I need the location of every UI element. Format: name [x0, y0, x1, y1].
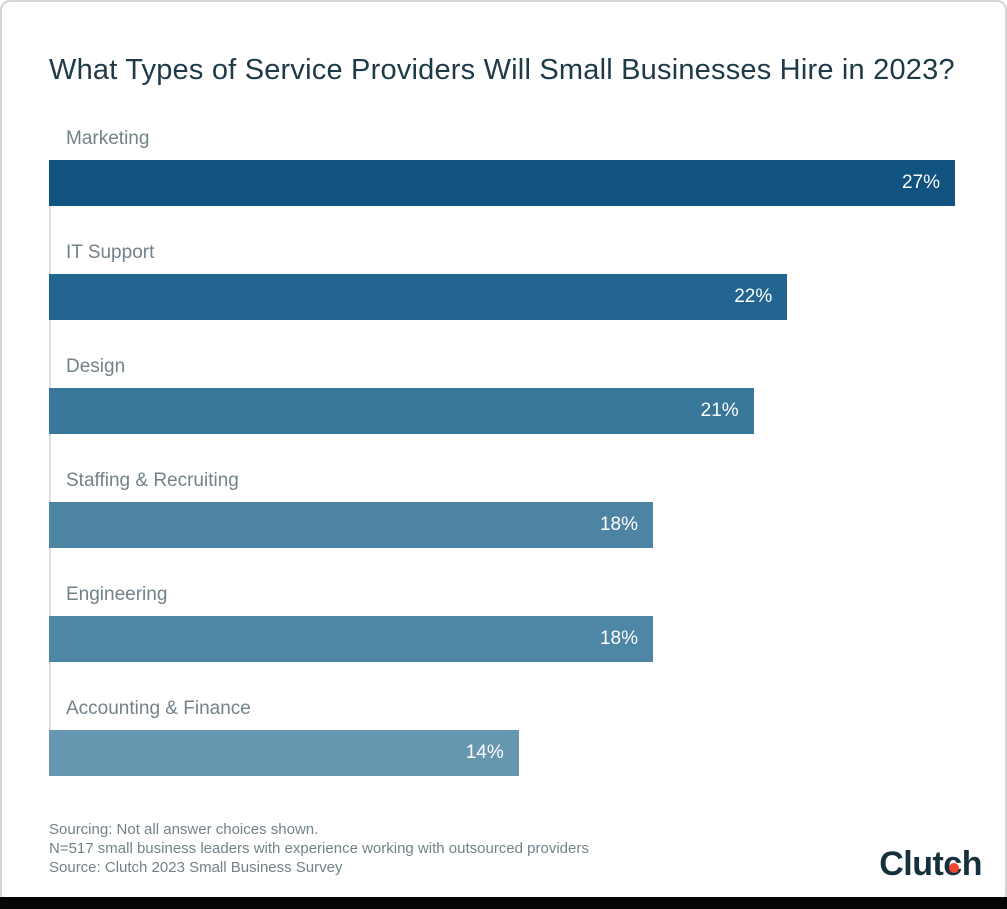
category-label: Staffing & Recruiting — [66, 470, 239, 491]
chart-row: Staffing & Recruiting 18% — [49, 471, 955, 548]
chart-row: IT Support 22% — [49, 243, 955, 320]
chart-title: What Types of Service Providers Will Sma… — [49, 54, 955, 86]
bar-value-label: 27% — [901, 172, 940, 193]
bar-marketing: 27% — [49, 160, 955, 206]
chart-row: Engineering 18% — [49, 585, 955, 662]
bar-value-label: 22% — [734, 286, 773, 307]
chart-rows: Marketing 27% IT Support 22% Design 21% Staffi… — [49, 129, 955, 776]
bar-value-label: 14% — [465, 742, 504, 763]
source-notes: Sourcing: Not all answer choices shown. … — [49, 820, 589, 877]
bar-staffing-recruiting: 18% — [49, 502, 653, 548]
logo-letter-c: c — [943, 845, 962, 884]
bar-chart: Marketing 27% IT Support 22% Design 21% Staffi… — [49, 129, 955, 776]
category-label: Marketing — [66, 128, 150, 149]
category-label: Engineering — [66, 584, 168, 605]
bar-value-label: 21% — [700, 400, 739, 421]
y-axis-line — [49, 160, 51, 776]
bar-accounting-finance: 14% — [49, 730, 519, 776]
logo-text-end: h — [961, 845, 983, 883]
bar-engineering: 18% — [49, 616, 653, 662]
logo-red-dot-icon — [948, 862, 959, 873]
source-note-line: N=517 small business leaders with experi… — [49, 840, 589, 857]
chart-row: Accounting & Finance 14% — [49, 699, 955, 776]
category-label: IT Support — [66, 242, 155, 263]
logo-text-start: Clut — [879, 845, 944, 883]
bar-value-label: 18% — [599, 514, 638, 535]
source-note-line: Source: Clutch 2023 Small Business Surve… — [49, 859, 343, 876]
category-label: Design — [66, 356, 126, 377]
clutch-logo: Clutch — [879, 845, 982, 884]
bottom-edge-strip — [0, 897, 1007, 909]
bar-it-support: 22% — [49, 274, 788, 320]
chart-row: Marketing 27% — [49, 129, 955, 206]
category-label: Accounting & Finance — [66, 698, 251, 719]
source-note-line: Sourcing: Not all answer choices shown. — [49, 821, 319, 838]
bar-value-label: 18% — [599, 628, 638, 649]
chart-row: Design 21% — [49, 357, 955, 434]
bar-design: 21% — [49, 388, 754, 434]
